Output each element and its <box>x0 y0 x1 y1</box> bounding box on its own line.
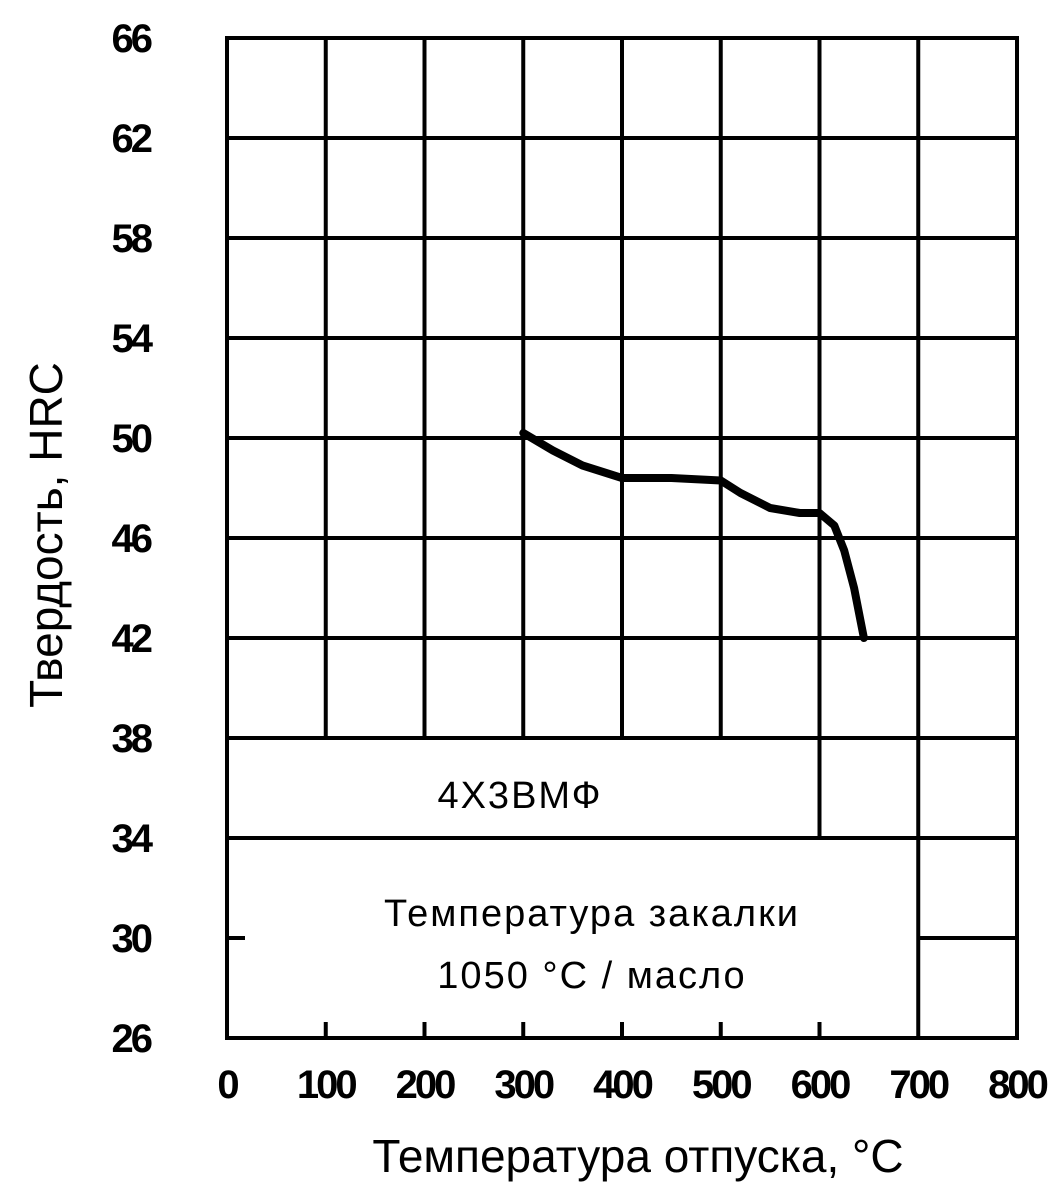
x-tick-label: 700 <box>889 1063 948 1107</box>
x-tick-label: 300 <box>494 1063 553 1107</box>
y-tick-label: 58 <box>112 217 153 261</box>
series-layer <box>519 429 868 642</box>
y-tick-label: 26 <box>112 1017 152 1061</box>
x-tick-labels: 0 100 200 300 400 500 600 700 800 <box>217 1063 1050 1107</box>
x-tick-label: 600 <box>791 1063 850 1107</box>
x-tick-label: 500 <box>692 1063 751 1107</box>
grid <box>225 36 1019 1040</box>
x-axis-title: Температура отпуска, °C <box>372 1130 903 1182</box>
x-tick-label: 0 <box>217 1063 238 1107</box>
x-tick-label: 100 <box>297 1063 356 1107</box>
x-tick-label: 400 <box>593 1063 652 1107</box>
grade-label: 4Х3ВМФ <box>437 775 602 817</box>
y-axis-title: Твердость, HRC <box>20 362 72 708</box>
series-line <box>519 429 868 642</box>
x-tick-label: 200 <box>396 1063 455 1107</box>
y-tick-label: 62 <box>112 117 152 161</box>
y-tick-label: 66 <box>112 17 152 61</box>
y-tick-label: 34 <box>112 817 154 861</box>
y-tick-label: 38 <box>112 717 153 761</box>
y-tick-labels: 66 62 58 54 50 46 42 38 34 30 26 <box>112 17 157 1061</box>
x-tick-label: 800 <box>988 1063 1047 1107</box>
quench-label-line1: Температура закалки <box>384 893 800 935</box>
y-tick-label: 50 <box>112 417 152 461</box>
y-tick-label: 46 <box>112 517 152 561</box>
quench-label-line2: 1050 °C / масло <box>437 955 746 997</box>
y-tick-label: 30 <box>112 917 152 961</box>
y-tick-label: 54 <box>112 317 154 361</box>
y-tick-label: 42 <box>112 617 152 661</box>
